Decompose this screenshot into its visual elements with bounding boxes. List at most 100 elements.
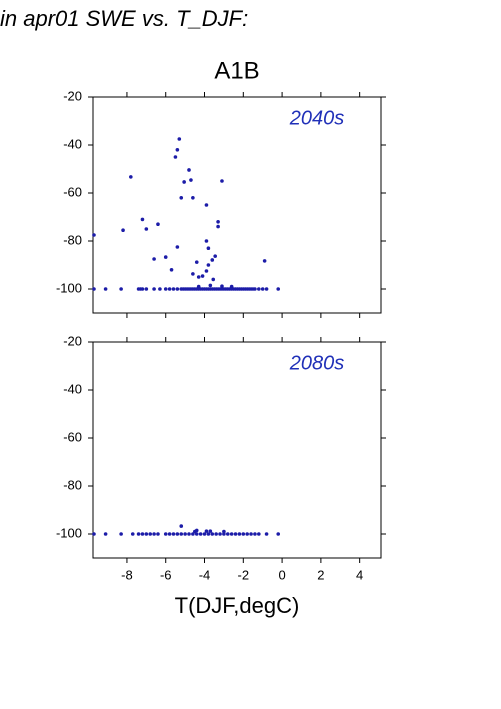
point (276, 287, 281, 291)
point (130, 532, 135, 536)
panel-label: 2040s (289, 107, 345, 129)
point (202, 532, 207, 536)
point (264, 287, 269, 291)
point (245, 532, 249, 536)
point (179, 524, 184, 528)
point (214, 532, 218, 536)
point (156, 222, 160, 226)
point (253, 287, 257, 291)
point (216, 224, 220, 229)
point (210, 258, 215, 262)
point (144, 227, 149, 231)
point (189, 178, 193, 182)
point (194, 528, 199, 533)
x-tick-label: 0 (278, 567, 285, 582)
point (119, 287, 123, 291)
point (264, 532, 269, 536)
point (158, 287, 162, 291)
y-tick-label: -60 (63, 184, 82, 199)
x-tick-label: 2 (317, 567, 324, 582)
point (175, 148, 180, 152)
point (140, 217, 145, 222)
point (206, 246, 211, 250)
x-tick-label: -2 (238, 567, 250, 582)
x-tick-label: -8 (121, 567, 133, 582)
y-tick-label: -20 (63, 88, 82, 103)
panel-label: 2080s (289, 352, 345, 374)
point (276, 532, 281, 536)
point (152, 257, 156, 261)
point (171, 532, 176, 536)
point (216, 220, 220, 224)
point (204, 203, 209, 207)
point (191, 196, 195, 200)
point (148, 532, 153, 536)
point (140, 532, 145, 536)
x-tick-label: 4 (356, 567, 363, 582)
y-tick-label: -100 (56, 280, 82, 295)
point (187, 168, 191, 172)
point (196, 275, 201, 279)
point (225, 532, 230, 536)
point (173, 155, 178, 159)
point (191, 272, 195, 276)
point (182, 180, 186, 184)
point (169, 268, 174, 272)
point (257, 532, 261, 536)
point (206, 532, 211, 536)
point (208, 283, 213, 288)
point (220, 179, 224, 183)
point (187, 532, 191, 536)
point (140, 287, 145, 291)
point (206, 263, 211, 267)
point (204, 269, 209, 273)
point (179, 532, 184, 536)
point (175, 245, 180, 249)
point (144, 287, 149, 291)
point (253, 532, 257, 536)
point (156, 532, 160, 536)
y-tick-label: -100 (56, 525, 82, 540)
point (167, 532, 172, 536)
point (191, 532, 195, 536)
point (103, 287, 108, 291)
point (249, 532, 253, 536)
point (175, 532, 180, 536)
x-axis-label: T(DJF,degC) (175, 593, 300, 618)
point (136, 532, 141, 536)
point (237, 532, 242, 536)
point (262, 259, 267, 263)
y-tick-label: -80 (63, 477, 82, 492)
point (121, 228, 125, 232)
point (220, 284, 224, 288)
point (175, 287, 180, 291)
page-title: in apr01 SWE vs. T_DJF: (0, 6, 248, 31)
point (167, 287, 172, 291)
point (152, 287, 156, 291)
point (92, 532, 96, 536)
point (144, 532, 149, 536)
point (211, 277, 216, 282)
point (204, 239, 209, 243)
point (257, 287, 261, 291)
point (92, 233, 96, 237)
point (208, 529, 213, 533)
x-tick-label: -4 (199, 567, 211, 582)
point (213, 254, 217, 258)
point (218, 532, 222, 536)
point (260, 287, 265, 291)
point (204, 529, 209, 533)
y-tick-label: -60 (63, 429, 82, 444)
y-tick-label: -80 (63, 232, 82, 247)
point (229, 532, 234, 536)
point (163, 532, 168, 536)
point (194, 532, 199, 536)
y-tick-label: -20 (63, 333, 82, 348)
point (233, 532, 238, 536)
point (163, 255, 168, 259)
point (152, 532, 156, 536)
point (177, 137, 182, 141)
x-tick-label: -6 (160, 567, 172, 582)
panel-title: A1B (214, 57, 259, 84)
